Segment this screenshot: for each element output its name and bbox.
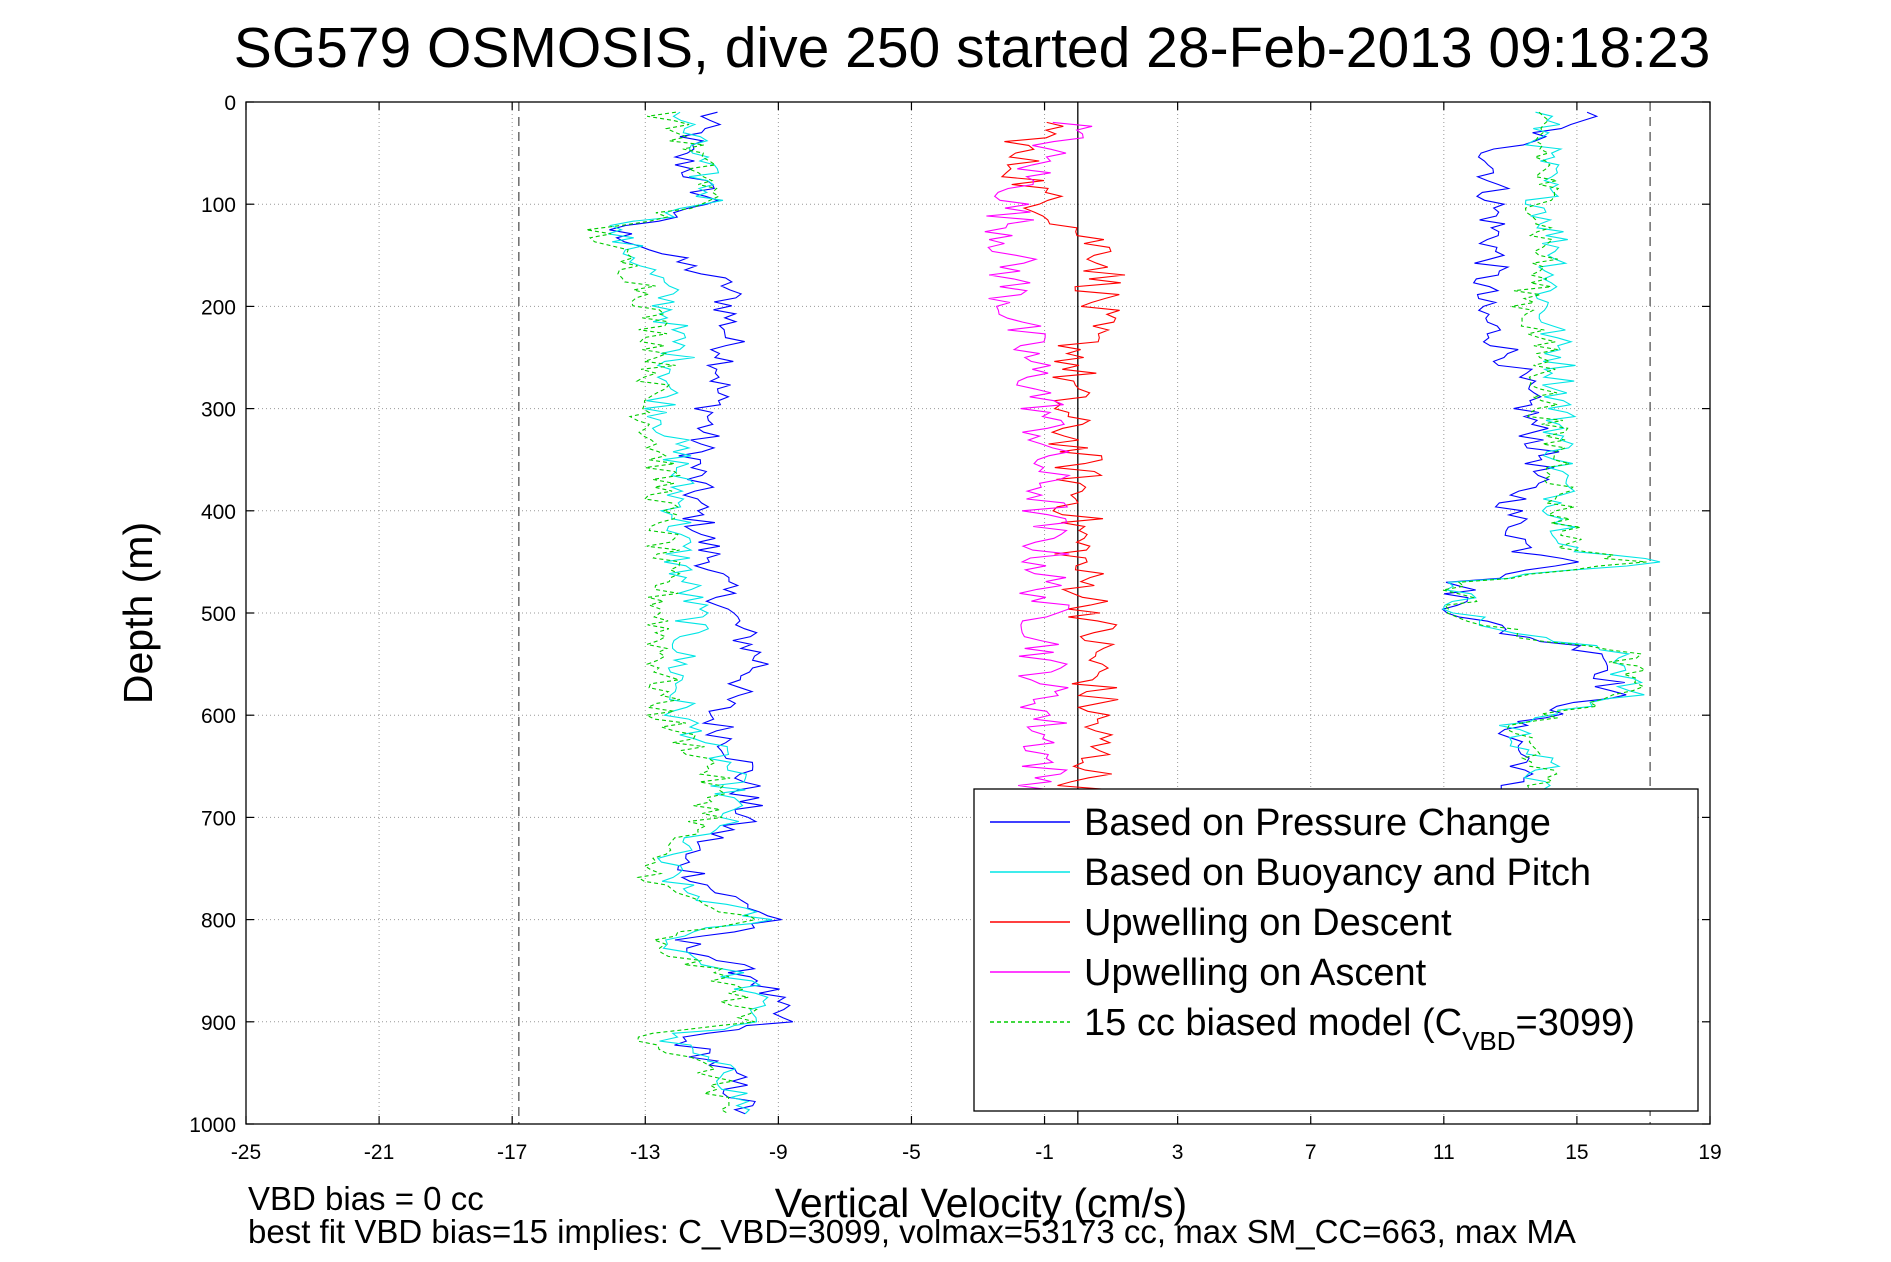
series-based-on-buoyancy-and-pitch [608, 111, 1661, 1115]
legend-box [973, 788, 1699, 1112]
x-tick-label: -21 [364, 1141, 394, 1164]
x-axis-ticks: -25 -21 -17 -13 -9 -5 -1 3 7 11 15 19 [231, 102, 1722, 1164]
series-line-descent [586, 111, 758, 1115]
legend-label: Upwelling on Descent [1084, 902, 1452, 944]
y-tick-label: 600 [201, 705, 236, 728]
legend-label: Based on Pressure Change [1084, 802, 1551, 844]
x-tick-label: 7 [1305, 1141, 1317, 1164]
series-based-on-pressure-change [609, 111, 1627, 1115]
series-line-ascent [1441, 111, 1627, 798]
x-tick-label: 11 [1433, 1141, 1455, 1164]
y-tick-label: 0 [224, 92, 236, 115]
legend: Based on Pressure Change Based on Buoyanc… [973, 788, 1699, 1112]
y-tick-label: 100 [201, 194, 236, 217]
legend-label: Based on Buoyancy and Pitch [1084, 852, 1591, 894]
y-tick-label: 200 [201, 296, 236, 319]
y-tick-label: 300 [201, 399, 236, 422]
chart-title: SG579 OSMOSIS, dive 250 started 28-Feb-2… [234, 16, 1711, 80]
x-tick-label: -9 [769, 1141, 788, 1164]
series-line-descent [609, 111, 794, 1115]
x-tick-label: -25 [231, 1141, 261, 1164]
y-tick-label: 700 [201, 807, 236, 830]
y-tick-label: 800 [201, 910, 236, 933]
x-tick-label: 3 [1172, 1141, 1184, 1164]
x-tick-label: -5 [902, 1141, 921, 1164]
y-tick-label: 900 [201, 1012, 236, 1035]
y-axis-label: Depth (m) [115, 522, 161, 704]
y-axis-ticks: 0 100 200 300 400 500 600 700 800 900 1000 [189, 92, 1710, 1137]
y-tick-label: 400 [201, 501, 236, 524]
series-line-ascent [1442, 111, 1647, 798]
footer-line-1: VBD bias = 0 cc [248, 1180, 484, 1217]
x-tick-label: -13 [630, 1141, 660, 1164]
legend-label: Upwelling on Ascent [1084, 952, 1427, 994]
footer-line-2: best fit VBD bias=15 implies: C_VBD=3099… [248, 1213, 1576, 1250]
x-tick-label: 19 [1698, 1141, 1721, 1164]
series-line-profile [984, 121, 1093, 798]
series-line-ascent [1442, 111, 1661, 798]
series-upwelling-on-descent [1000, 121, 1126, 798]
series-layer [586, 111, 1661, 1115]
series-upwelling-on-ascent [984, 121, 1093, 798]
series-line-descent [608, 111, 773, 1115]
x-tick-label: -1 [1035, 1141, 1054, 1164]
series-15-cc-biased-model-c [586, 111, 1647, 1115]
y-tick-label: 1000 [189, 1114, 236, 1137]
series-line-profile [1000, 121, 1126, 798]
y-tick-label: 500 [201, 603, 236, 626]
x-tick-label: 15 [1565, 1141, 1588, 1164]
x-tick-label: -17 [497, 1141, 527, 1164]
x-axis-label: Vertical Velocity (cm/s) [775, 1180, 1187, 1226]
